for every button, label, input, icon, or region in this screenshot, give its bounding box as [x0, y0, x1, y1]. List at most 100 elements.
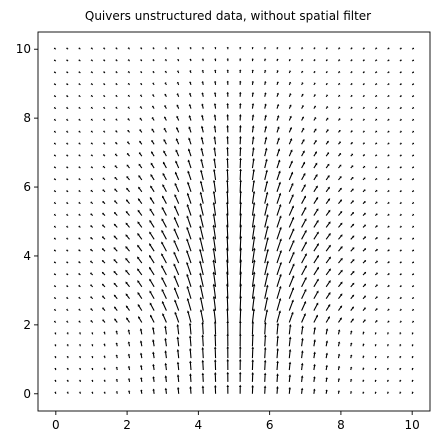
quiver-arrow — [362, 248, 367, 252]
quiver-arrow — [199, 260, 204, 276]
quiver-arrow — [201, 385, 205, 394]
quiver-arrow — [164, 387, 168, 394]
quiver-arrow — [313, 266, 320, 276]
quiver-arrow — [102, 165, 106, 169]
quiver-arrow — [301, 105, 304, 109]
quiver-arrow — [78, 142, 81, 145]
quiver-arrow — [175, 127, 180, 133]
quiver-arrow — [288, 47, 292, 50]
quiver-arrow — [374, 82, 378, 86]
quiver-arrow — [78, 296, 81, 300]
quiver-arrow — [387, 166, 390, 169]
x-tick-label: 8 — [337, 418, 345, 432]
quiver-arrow — [151, 105, 155, 109]
quiver-arrow — [399, 367, 402, 371]
quiver-arrow — [53, 47, 57, 50]
quiver-arrow — [150, 314, 155, 323]
quiver-arrow — [374, 71, 378, 74]
y-tick-label: 4 — [23, 249, 31, 263]
quiver-arrow — [139, 364, 143, 371]
quiver-arrow — [162, 313, 167, 323]
quiver-arrow — [113, 270, 118, 276]
quiver-arrow — [288, 361, 292, 371]
quiver-arrow — [66, 189, 69, 193]
quiver-arrow — [325, 47, 329, 50]
quiver-arrow — [313, 314, 318, 323]
quiver-arrow — [163, 127, 167, 133]
quiver-arrow — [288, 275, 295, 288]
quiver-arrow — [115, 47, 118, 50]
quiver-arrow — [225, 247, 229, 264]
quiver-arrow — [362, 271, 367, 276]
quiver-arrow — [313, 388, 316, 394]
quiver-arrow — [162, 195, 167, 204]
quiver-arrow — [325, 221, 331, 228]
quiver-arrow — [90, 272, 94, 276]
quiver-arrow — [90, 236, 94, 240]
quiver-arrow — [91, 391, 94, 394]
quiver-arrow — [276, 159, 281, 169]
quiver-arrow — [313, 117, 317, 121]
quiver-arrow — [213, 346, 217, 359]
quiver-arrow — [411, 356, 414, 359]
quiver-arrow — [103, 391, 106, 394]
quiver-arrow — [113, 282, 118, 288]
quiver-arrow — [148, 266, 155, 276]
quiver-arrow — [53, 178, 57, 181]
quiver-arrow — [313, 254, 320, 264]
quiver-arrow — [374, 213, 378, 216]
quiver-arrow — [188, 322, 192, 335]
quiver-arrow — [213, 125, 217, 133]
quiver-arrow — [127, 47, 130, 50]
quiver-arrow — [174, 299, 180, 311]
plot-frame — [37, 31, 431, 412]
quiver-arrow — [213, 92, 217, 97]
quiver-arrow — [115, 59, 118, 62]
quiver-arrow — [115, 142, 118, 145]
quiver-arrow — [226, 124, 229, 133]
quiver-arrow — [226, 91, 229, 97]
quiver-arrow — [78, 166, 81, 169]
quiver-arrow — [276, 238, 282, 252]
quiver-arrow — [264, 158, 268, 169]
quiver-arrow — [66, 178, 69, 181]
quiver-arrow — [387, 320, 390, 323]
quiver-arrow — [103, 355, 106, 359]
quiver-arrow — [226, 333, 230, 347]
quiver-arrow — [239, 190, 242, 204]
quiver-arrow — [362, 165, 366, 169]
quiver-arrow — [239, 135, 242, 145]
quiver-arrow — [91, 344, 94, 347]
quiver-arrow — [374, 344, 377, 347]
quiver-arrow — [387, 59, 390, 62]
quiver-arrow — [288, 138, 293, 145]
quiver-arrow — [78, 379, 82, 383]
quiver-arrow — [90, 225, 94, 228]
quiver-arrow — [374, 320, 378, 323]
quiver-arrow — [54, 344, 57, 347]
quiver-arrow — [226, 146, 229, 157]
quiver-arrow — [90, 130, 94, 133]
quiver-arrow — [399, 178, 402, 181]
quiver-arrow — [212, 308, 217, 323]
quiver-arrow — [164, 93, 167, 98]
quiver-arrow — [225, 224, 229, 240]
quiver-arrow — [263, 58, 267, 62]
quiver-arrow — [264, 191, 269, 204]
quiver-arrow — [411, 308, 415, 312]
quiver-arrow — [150, 162, 155, 169]
quiver-arrow — [201, 81, 204, 85]
quiver-arrow — [362, 295, 366, 300]
quiver-arrow — [411, 237, 415, 240]
quiver-arrow — [239, 224, 243, 240]
quiver-arrow — [127, 378, 131, 382]
quiver-arrow — [411, 82, 415, 86]
quiver-arrow — [53, 320, 57, 323]
quiver-arrow — [387, 71, 390, 74]
quiver-arrow — [399, 225, 402, 228]
quiver-arrow — [226, 157, 229, 169]
quiver-arrow — [226, 346, 230, 359]
quiver-arrow — [362, 367, 365, 371]
quiver-arrow — [78, 59, 81, 62]
quiver-arrow — [127, 82, 130, 86]
